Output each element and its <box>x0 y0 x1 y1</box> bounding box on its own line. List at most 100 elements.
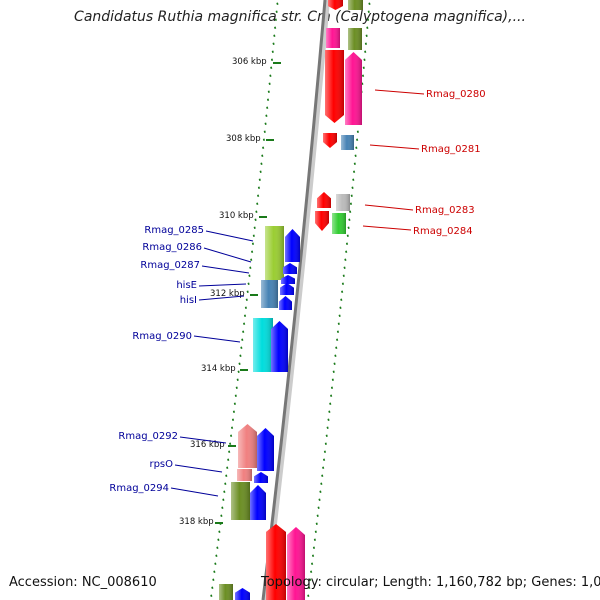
gene-hisE-hisI-shade <box>261 280 278 308</box>
tick-mark <box>260 162 263 165</box>
tick-mark <box>235 386 238 389</box>
gene-blue-a-shade <box>285 229 300 262</box>
gene-label-Rmag_0294[interactable]: Rmag_0294 <box>109 483 219 497</box>
gene-label-hisI[interactable]: hisI <box>180 295 245 306</box>
svg-text:314 kbp: 314 kbp <box>201 364 236 374</box>
tick-mark <box>256 202 259 205</box>
tick-mark <box>223 490 226 493</box>
tick-mark <box>366 26 369 29</box>
gene-blue-c-shade <box>281 275 295 284</box>
gene-label-Rmag_0284[interactable]: Rmag_0284 <box>362 225 473 237</box>
tick-mark <box>317 506 320 509</box>
gene-red-top-shade <box>328 0 343 10</box>
topology-text: Topology: circular; Length: 1,160,782 bp… <box>261 575 600 590</box>
tick-mark <box>347 226 350 229</box>
tick-mark <box>272 42 275 45</box>
tick-mark <box>356 138 359 141</box>
tick-mark <box>343 266 346 269</box>
tick-mark <box>349 210 352 213</box>
tick-mark <box>251 242 255 245</box>
tick-mark <box>308 586 311 589</box>
gene-label-Rmag_0292[interactable]: Rmag_0292 <box>118 431 227 444</box>
tick-mark <box>349 202 353 205</box>
gene-red-280-shade <box>325 50 344 123</box>
tick-mark <box>237 370 240 373</box>
svg-text:Rmag_0283: Rmag_0283 <box>415 205 475 216</box>
tick-mark <box>266 98 270 101</box>
tick-mark <box>330 394 333 397</box>
tick-mark <box>264 122 267 125</box>
tick-mark <box>240 346 243 349</box>
gene-label-Rmag_0287[interactable]: Rmag_0287 <box>140 260 250 274</box>
gene-label-Rmag_0283[interactable]: Rmag_0283 <box>364 204 475 216</box>
tick-mark <box>269 74 272 77</box>
svg-text:Rmag_0290: Rmag_0290 <box>132 331 192 342</box>
tick-mark <box>224 482 227 485</box>
tick-mark <box>320 482 323 485</box>
gene-red-282-shade <box>317 192 331 208</box>
svg-text:hisE: hisE <box>176 280 197 291</box>
gene-pink-280-shade <box>345 52 362 125</box>
tick-mark <box>267 90 270 93</box>
tick-mark <box>323 450 327 453</box>
tick-mark <box>226 466 229 469</box>
gene-blue-e-shade <box>279 296 292 310</box>
gene-rpsO-shade <box>237 469 252 481</box>
tick-mark <box>244 306 248 309</box>
tick-mark <box>318 498 321 501</box>
tick-mark <box>368 2 371 5</box>
gene-label-Rmag_0290[interactable]: Rmag_0290 <box>132 331 241 343</box>
gene-label-Rmag_0281[interactable]: Rmag_0281 <box>369 144 481 155</box>
tick-mark <box>351 186 354 189</box>
tick-mark <box>230 426 234 429</box>
tick-mark <box>225 474 228 477</box>
gene-label-Rmag_0280[interactable]: Rmag_0280 <box>374 89 486 100</box>
svg-text:306 kbp: 306 kbp <box>232 57 267 67</box>
gene-pink-top-shade <box>326 28 340 48</box>
svg-text:rpsO: rpsO <box>149 459 173 470</box>
tick-mark <box>262 146 265 149</box>
tick-mark <box>365 34 368 37</box>
tick-mark <box>366 18 370 21</box>
tick-mark <box>337 322 340 325</box>
tick-mark <box>346 234 349 237</box>
backbone <box>261 0 327 600</box>
gene-0292-shade <box>238 424 257 468</box>
tick-mark <box>230 434 233 437</box>
svg-text:308 kbp: 308 kbp <box>226 134 261 144</box>
svg-text:Rmag_0280: Rmag_0280 <box>426 89 486 100</box>
gene-green-284-shade <box>332 213 346 234</box>
gene-pink-bottom-shade <box>287 527 305 600</box>
gene-gray-283-shade <box>336 194 350 211</box>
tick-mark <box>242 330 245 333</box>
tick-mark <box>334 354 337 357</box>
svg-text:316 kbp: 316 kbp <box>190 440 225 450</box>
gene-red-bottom-shade <box>266 524 286 600</box>
tick-mark <box>227 458 230 461</box>
tick-mark <box>236 378 239 381</box>
tick-mark <box>364 50 367 53</box>
gene-blue-0294-shade <box>250 485 266 520</box>
tick-mark <box>233 402 236 405</box>
tick-mark <box>252 234 255 237</box>
kbp-314: 314 kbp <box>201 364 248 374</box>
gene-label-Rmag_0286[interactable]: Rmag_0286 <box>142 242 252 263</box>
tick-mark <box>265 114 268 117</box>
tick-mark <box>228 450 231 453</box>
tick-mark <box>248 274 251 277</box>
gene-olive-top-b-shade <box>348 28 362 50</box>
gene-label-rpsO[interactable]: rpsO <box>149 459 223 473</box>
kbp-318: 318 kbp <box>179 517 223 527</box>
svg-text:Rmag_0292: Rmag_0292 <box>118 431 178 442</box>
tick-mark <box>261 154 264 157</box>
tick-mark <box>213 570 216 573</box>
gene-label-hisE[interactable]: hisE <box>176 280 247 291</box>
tick-mark <box>215 554 218 557</box>
tick-mark <box>355 146 358 149</box>
tick-mark <box>249 266 252 269</box>
gene-label-Rmag_0285[interactable]: Rmag_0285 <box>144 225 254 242</box>
tick-mark <box>311 554 315 557</box>
tick-mark <box>307 594 310 597</box>
tick-mark <box>211 586 214 589</box>
